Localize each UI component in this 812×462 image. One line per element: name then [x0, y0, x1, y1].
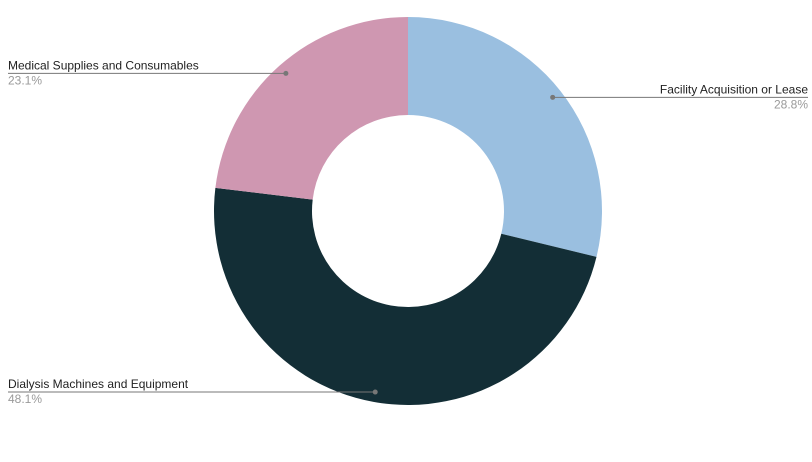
slice [408, 17, 603, 257]
slice [215, 17, 408, 200]
value-label: 23.1% [8, 74, 42, 88]
value-label: 28.8% [774, 97, 808, 111]
leader-dot [283, 70, 289, 76]
leader-dot [550, 94, 556, 100]
value-label: 48.1% [8, 392, 42, 406]
slice-label: Facility Acquisition or Lease [660, 82, 808, 96]
slice-label: Medical Supplies and Consumables [8, 59, 199, 73]
slice [213, 187, 597, 406]
slice-label: Dialysis Machines and Equipment [8, 377, 189, 391]
leader-dot [372, 389, 378, 395]
